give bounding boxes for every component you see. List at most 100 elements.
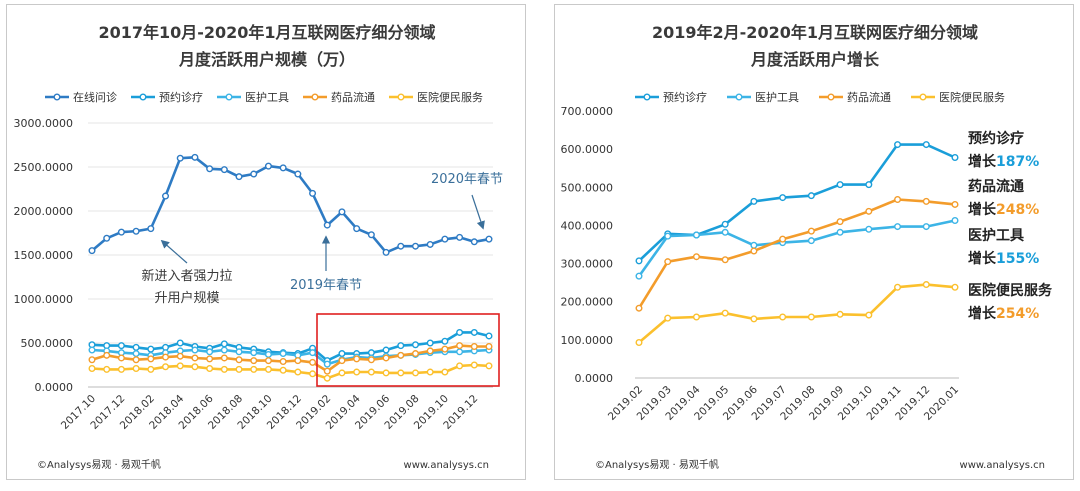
left-data-point	[235, 348, 243, 356]
left-series-3	[88, 342, 493, 375]
right-y-tick-label: 600.0000	[561, 143, 614, 156]
right-footer-brand: ©Analysys易观 · 易观千帆	[595, 458, 719, 471]
left-data-point	[264, 365, 272, 373]
left-data-point	[485, 343, 493, 351]
left-data-point	[309, 189, 317, 197]
left-y-tick-label: 3000.0000	[14, 117, 74, 130]
right-data-point	[922, 281, 930, 289]
left-legend-item: 医护工具	[217, 90, 289, 104]
left-data-point	[176, 362, 184, 370]
left-data-point	[323, 374, 331, 382]
left-footer-url: www.analysys.cn	[404, 460, 489, 471]
right-data-point	[951, 200, 959, 208]
right-y-tick-label: 100.0000	[561, 334, 614, 347]
left-data-point	[441, 235, 449, 243]
left-legend-label: 预约诊疗	[159, 90, 203, 104]
left-y-tick-label: 2000.0000	[14, 205, 74, 218]
left-y-tick-label: 1500.0000	[14, 249, 74, 262]
left-data-point	[264, 162, 272, 170]
left-data-point	[338, 208, 346, 216]
left-data-point	[132, 356, 140, 364]
left-y-tick-label: 1000.0000	[14, 293, 74, 306]
right-data-point	[664, 258, 672, 266]
right-series-0	[635, 141, 959, 265]
left-data-point	[132, 350, 140, 358]
left-data-point	[323, 367, 331, 375]
right-data-point	[721, 228, 729, 236]
growth-value: 增长254%	[968, 305, 1039, 322]
left-data-point	[397, 351, 405, 359]
right-data-point	[664, 314, 672, 322]
left-data-point	[220, 365, 228, 373]
right-y-tick-label: 700.0000	[561, 105, 614, 118]
left-series-line	[91, 156, 490, 254]
right-data-point	[721, 256, 729, 264]
left-data-point	[279, 164, 287, 172]
left-legend-item: 药品流通	[303, 90, 375, 104]
left-data-point	[441, 368, 449, 376]
left-data-point	[382, 248, 390, 256]
left-data-point	[470, 328, 478, 336]
left-data-point	[470, 361, 478, 369]
left-data-point	[206, 165, 214, 173]
left-data-point	[353, 225, 361, 233]
right-y-tick-label: 500.0000	[561, 181, 614, 194]
left-data-point	[250, 170, 258, 178]
right-legend-marker	[735, 93, 743, 101]
left-data-point	[441, 337, 449, 345]
right-data-point	[836, 181, 844, 189]
left-data-point	[426, 240, 434, 248]
right-data-point	[865, 207, 873, 215]
left-data-point	[411, 341, 419, 349]
left-legend-item: 在线问诊	[45, 90, 117, 104]
left-data-point	[132, 365, 140, 373]
left-data-point	[294, 357, 302, 365]
left-data-point	[294, 368, 302, 376]
right-legend-marker	[827, 93, 835, 101]
left-data-point	[367, 231, 375, 239]
left-data-point	[176, 154, 184, 162]
growth-value: 增长187%	[968, 153, 1039, 170]
left-data-point	[397, 242, 405, 250]
growth-series-name: 医院便民服务	[968, 282, 1053, 299]
left-data-point	[132, 343, 140, 351]
left-data-point	[250, 349, 258, 357]
right-data-point	[865, 181, 873, 189]
right-data-point	[750, 241, 758, 249]
left-data-point	[470, 343, 478, 351]
left-legend-marker	[139, 93, 147, 101]
left-data-point	[220, 166, 228, 174]
right-data-point	[750, 197, 758, 205]
left-data-point	[191, 354, 199, 362]
left-data-point	[103, 365, 111, 373]
left-data-point	[147, 225, 155, 233]
left-data-point	[470, 238, 478, 246]
left-legend-marker	[311, 93, 319, 101]
left-data-point	[441, 345, 449, 353]
left-data-point	[338, 357, 346, 365]
left-data-point	[338, 369, 346, 377]
left-data-point	[117, 365, 125, 373]
left-data-point	[206, 348, 214, 356]
annotation-spring-2020-arrow	[471, 194, 485, 230]
left-data-point	[456, 362, 464, 370]
left-data-point	[309, 370, 317, 378]
right-data-point	[836, 228, 844, 236]
left-data-point	[382, 354, 390, 362]
left-y-tick-label: 0.0000	[35, 381, 74, 394]
left-series-line	[91, 363, 490, 380]
left-data-point	[264, 350, 272, 358]
left-data-point	[162, 353, 170, 361]
left-data-point	[206, 355, 214, 363]
left-data-point	[294, 170, 302, 178]
left-data-point	[456, 328, 464, 336]
left-data-point	[103, 351, 111, 359]
left-data-point	[382, 369, 390, 377]
left-data-point	[485, 332, 493, 340]
left-chart-svg: 2017年10月-2020年1月互联网医疗细分领域 月度活跃用户规模（万） 0.…	[14, 23, 504, 471]
left-data-point	[279, 357, 287, 365]
left-data-point	[485, 362, 493, 370]
right-series-line	[638, 143, 956, 262]
left-data-point	[309, 358, 317, 366]
right-data-point	[779, 313, 787, 321]
